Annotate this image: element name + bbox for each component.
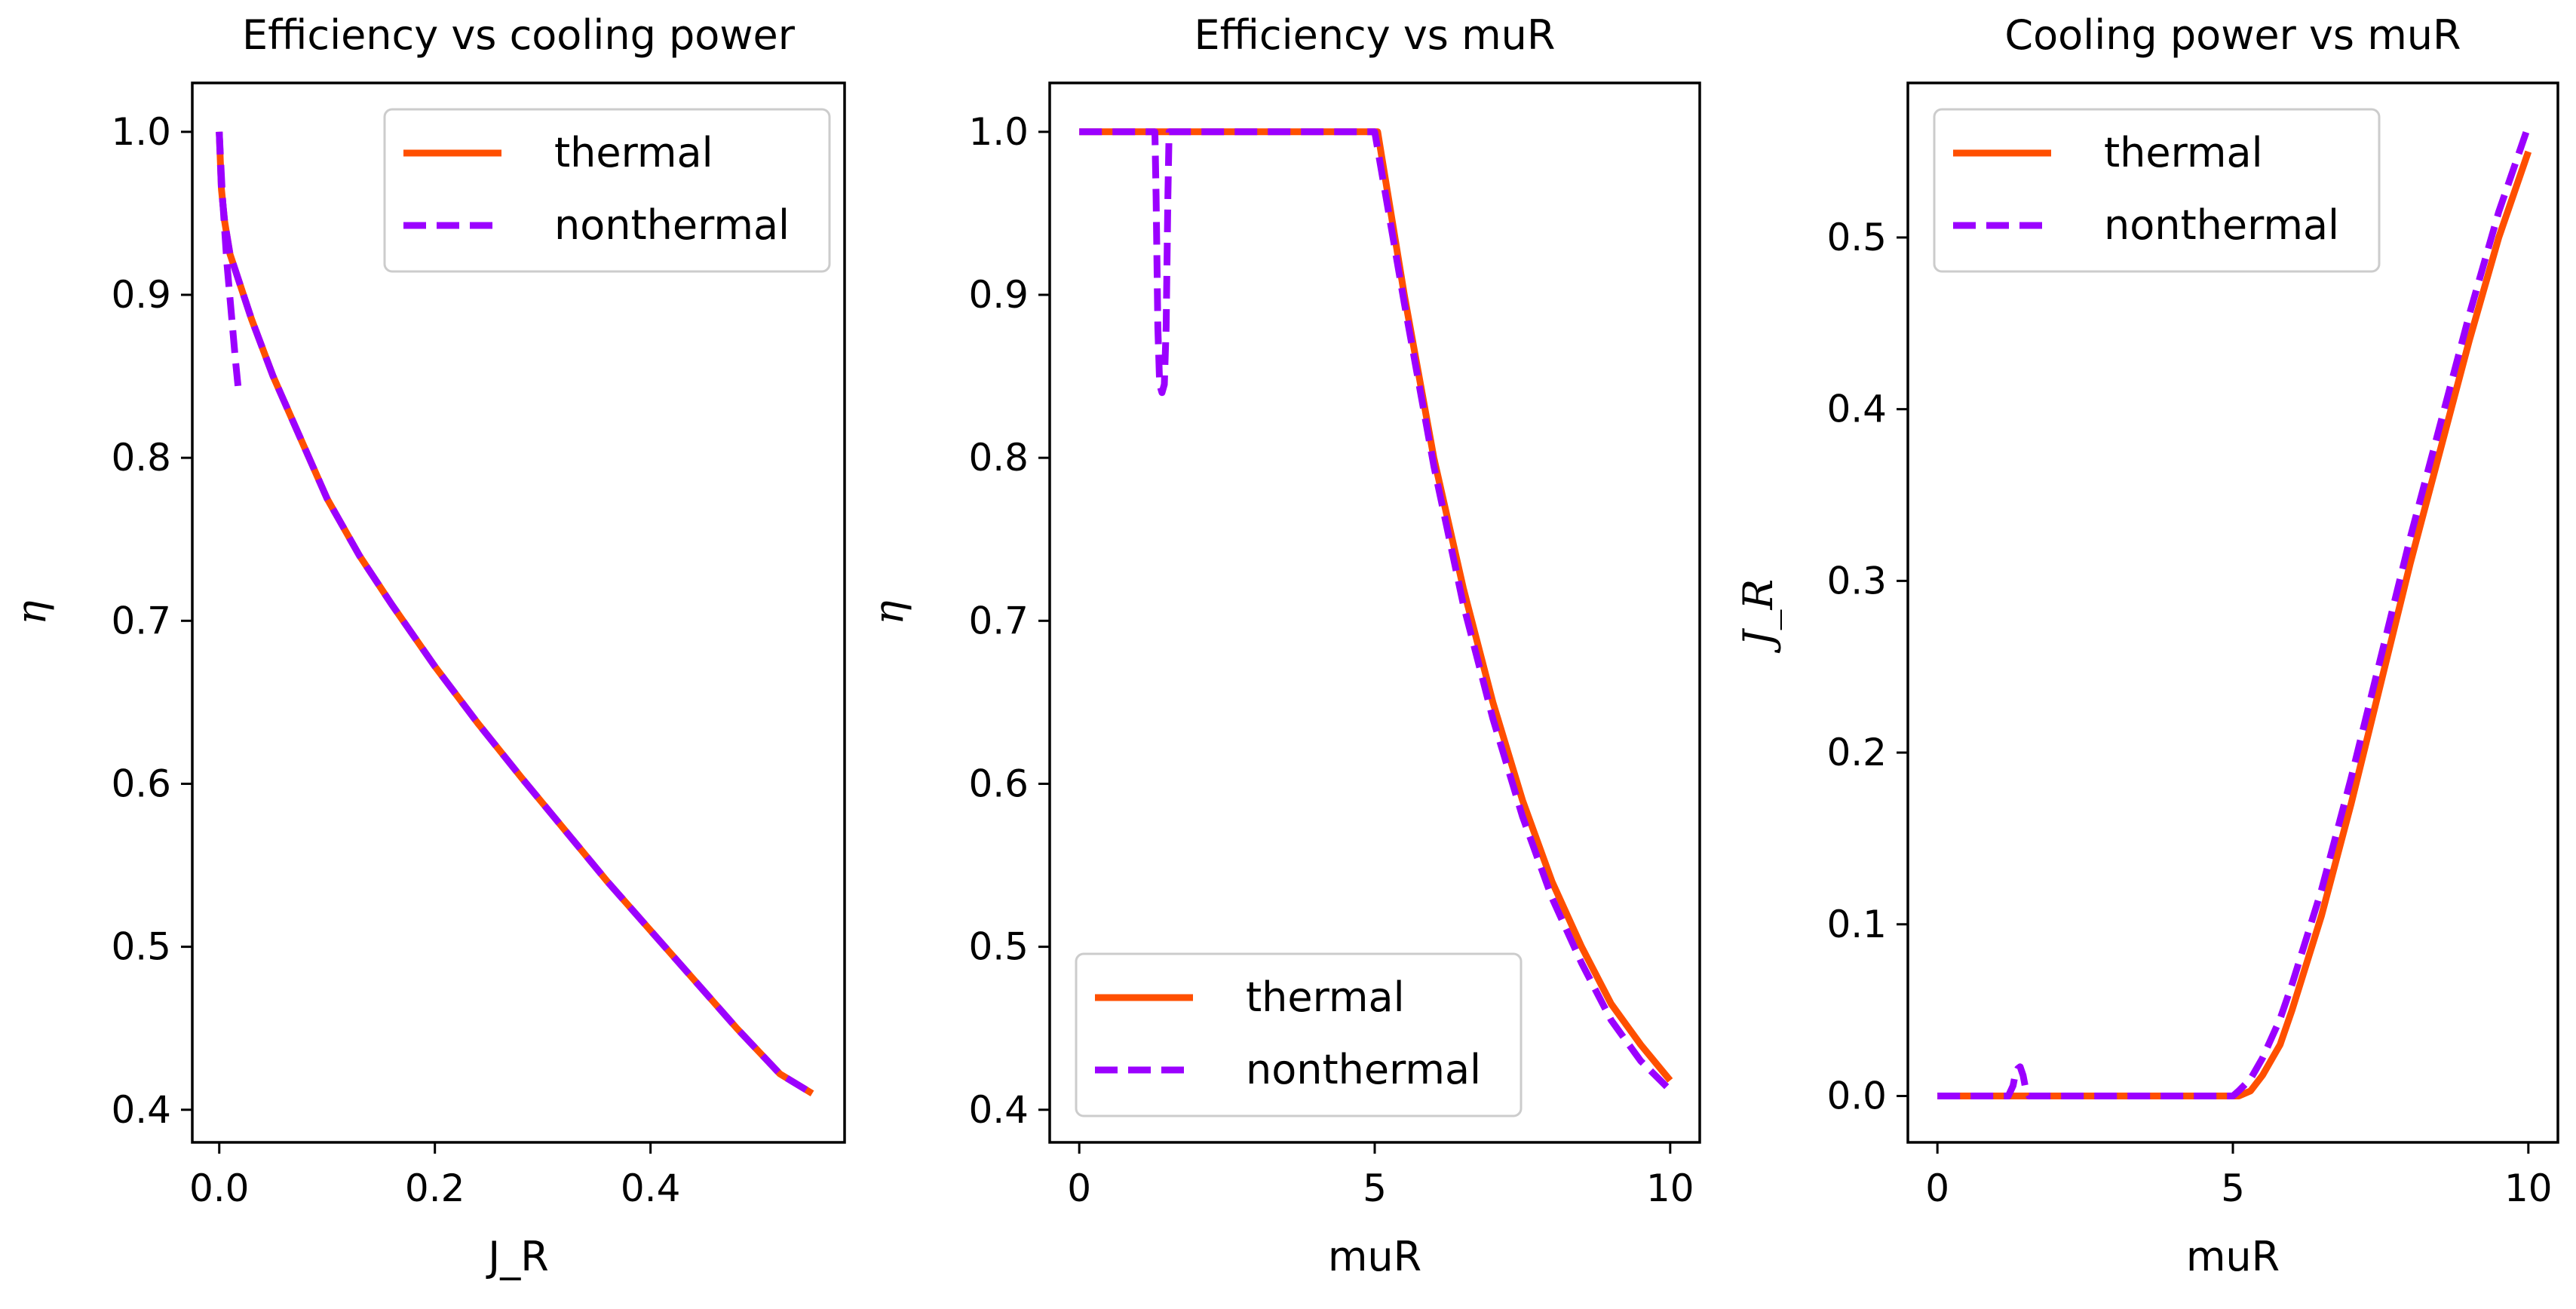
series-line-thermal (1079, 128, 1673, 1083)
y-tick-label: 0.4 (1826, 388, 1887, 431)
y-tick-label: 1.0 (111, 110, 171, 154)
y-tick-label: 0.3 (1826, 559, 1887, 602)
plot-area (1079, 128, 1673, 1093)
chart-title: Efficiency vs muR (1194, 11, 1556, 59)
y-axis-label: η (8, 600, 55, 624)
series-line-nonthermal (1079, 128, 1673, 1093)
y-axis-label: η (865, 600, 912, 624)
y-tick-label: 0.9 (111, 273, 171, 317)
series-line-nonthermal (216, 131, 814, 1097)
plot-area (216, 131, 814, 1097)
chart-title: Efficiency vs cooling power (242, 11, 796, 59)
legend-label-nonthermal: nonthermal (554, 201, 790, 249)
chart-panel-1: Efficiency vs cooling power 0.0 0.2 0.4 0.4 0… (8, 11, 846, 1280)
legend-label-thermal: thermal (554, 129, 713, 176)
legend-label-thermal: thermal (1246, 973, 1405, 1021)
y-tick-label: 0.6 (111, 762, 171, 805)
x-tick-label: 10 (2504, 1166, 2553, 1210)
y-tick-label: 1.0 (968, 110, 1029, 154)
x-axis-label: muR (1328, 1233, 1421, 1280)
chart-title: Cooling power vs muR (2004, 11, 2461, 59)
series-line-nonthermal (1937, 124, 2532, 1099)
x-tick-label: 0 (1925, 1166, 1949, 1210)
axes-frame (191, 81, 846, 1144)
y-tick-label: 0.1 (1826, 903, 1887, 946)
legend-label-thermal: thermal (2104, 129, 2263, 176)
y-tick-label: 0.0 (1826, 1074, 1887, 1118)
x-tick-label: 0.0 (189, 1166, 250, 1210)
chart-panel-2: Efficiency vs muR 0 5 10 0.4 0.5 0.6 0.7 0.8 0.9 1… (865, 11, 1701, 1280)
y-tick-label: 0.8 (111, 436, 171, 480)
chart-panel-3: Cooling power vs muR 0 5 10 0.0 0.1 0.2 0.3 0.4 0… (1734, 11, 2559, 1280)
legend: thermal nonthermal (1933, 108, 2381, 273)
legend: thermal nonthermal (1075, 952, 1523, 1117)
y-axis-label: J_R (1734, 579, 1782, 654)
y-tick-label: 0.9 (968, 273, 1029, 317)
x-tick-label: 0.4 (621, 1166, 681, 1210)
series-line-thermal (1937, 150, 2532, 1099)
y-tick-label: 0.6 (968, 762, 1029, 805)
x-tick-label: 5 (1363, 1166, 1387, 1210)
y-tick-label: 0.7 (968, 599, 1029, 642)
legend: thermal nonthermal (383, 108, 831, 273)
y-tick-label: 0.5 (111, 925, 171, 969)
x-axis-label: muR (2186, 1233, 2280, 1280)
x-tick-label: 0 (1067, 1166, 1091, 1210)
legend-label-nonthermal: nonthermal (1246, 1046, 1481, 1093)
y-tick-label: 0.4 (111, 1088, 171, 1132)
y-tick-label: 0.7 (111, 599, 171, 642)
x-axis-label: J_R (486, 1233, 548, 1280)
y-tick-label: 0.5 (1826, 216, 1887, 259)
series-line-thermal (216, 131, 814, 1097)
y-tick-label: 0.5 (968, 925, 1029, 969)
y-tick-label: 0.2 (1826, 731, 1887, 774)
y-tick-label: 0.8 (968, 436, 1029, 480)
x-tick-label: 0.2 (405, 1166, 465, 1210)
x-tick-label: 10 (1646, 1166, 1694, 1210)
x-tick-label: 5 (2221, 1166, 2245, 1210)
plot-area (1937, 124, 2532, 1099)
y-tick-label: 0.4 (968, 1088, 1029, 1132)
legend-label-nonthermal: nonthermal (2104, 201, 2339, 249)
series-line-nonthermal (216, 131, 242, 394)
